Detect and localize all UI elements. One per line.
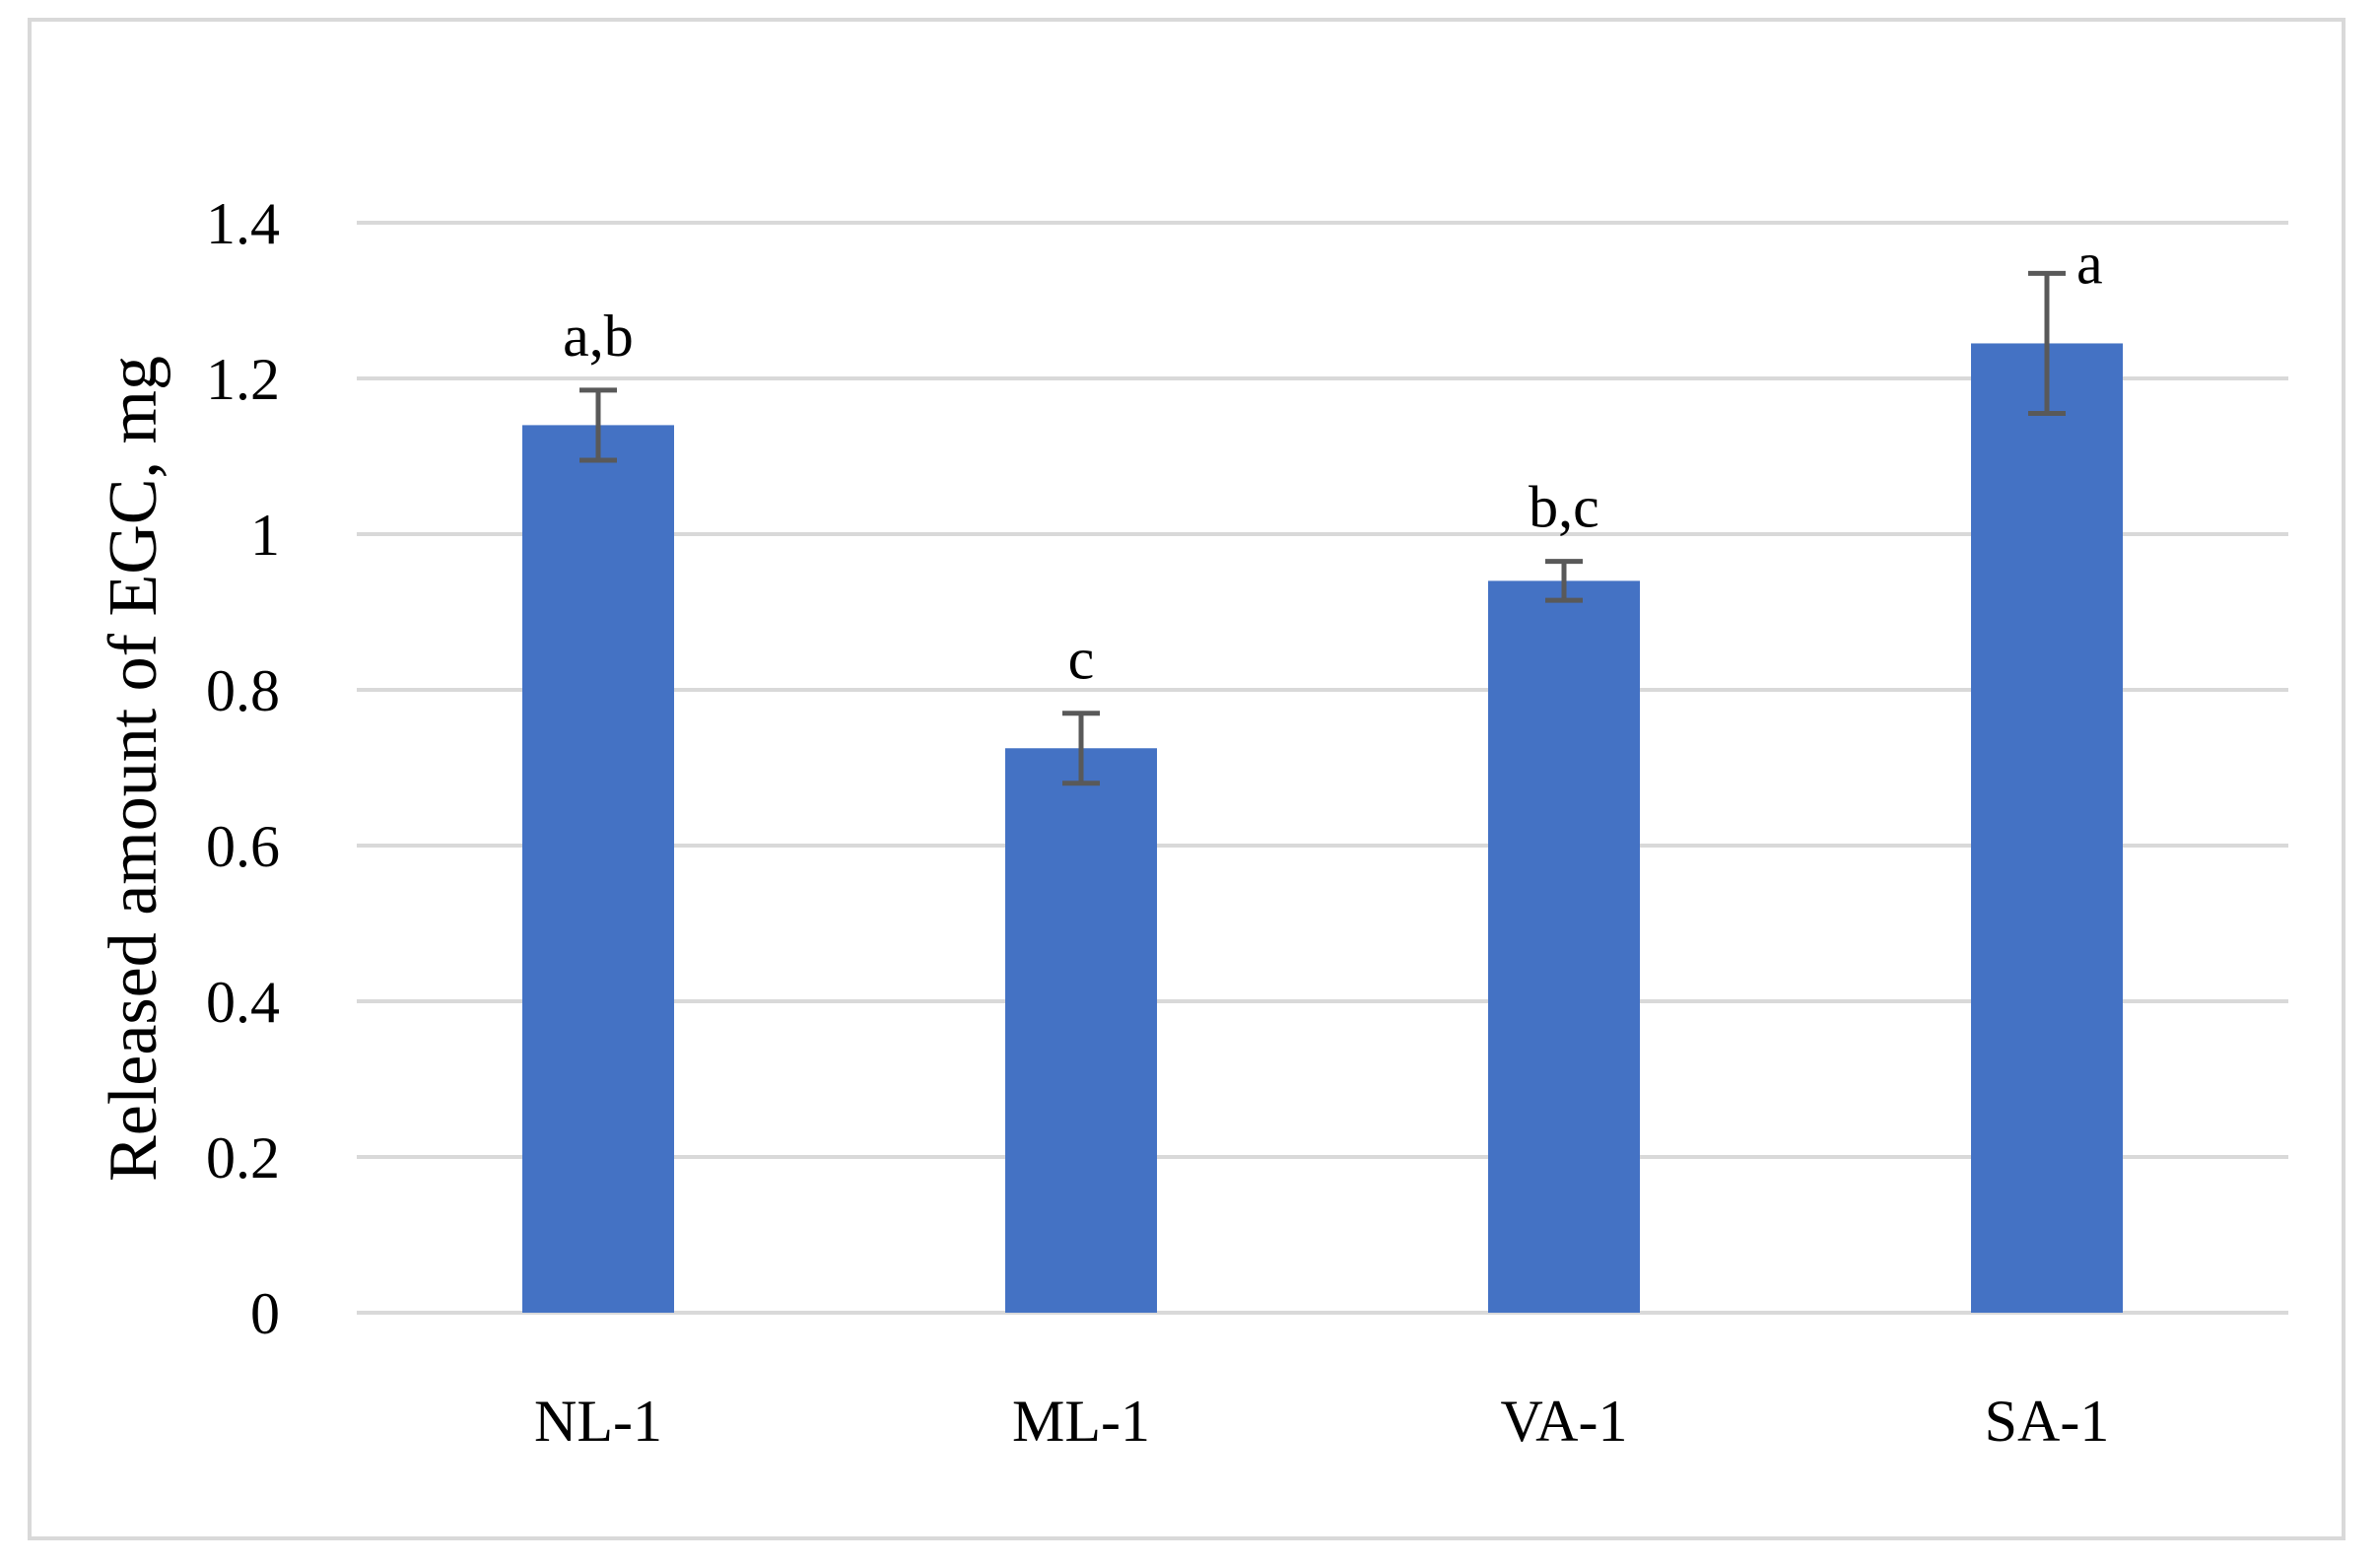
bars [522, 343, 2123, 1313]
y-tick-label: 1 [250, 503, 280, 568]
x-category-label: SA-1 [1985, 1389, 2110, 1454]
significance-label: c [1068, 627, 1095, 692]
y-tick-label: 0.8 [206, 658, 280, 723]
gridlines [357, 221, 2288, 1315]
y-tick-label: 0.2 [206, 1125, 280, 1190]
significance-label: a,b [563, 304, 634, 369]
bar [1971, 343, 2123, 1313]
chart-frame [28, 18, 2346, 1540]
y-tick-label: 1.2 [206, 347, 280, 412]
error-bars [579, 270, 2066, 786]
y-tick-label: 1.4 [206, 191, 280, 256]
x-category-label: VA-1 [1501, 1389, 1628, 1454]
x-category-label: NL-1 [534, 1389, 662, 1454]
bar [522, 425, 674, 1313]
bar [1488, 580, 1640, 1313]
y-tick-label: 0 [250, 1281, 280, 1346]
x-category-label: ML-1 [1012, 1389, 1150, 1454]
significance-label: a [2076, 231, 2103, 296]
y-axis-title: Released amount of EGC, mg [96, 356, 171, 1182]
y-tick-label: 0.6 [206, 814, 280, 879]
bar [1005, 748, 1157, 1313]
y-tick-label: 0.4 [206, 970, 280, 1035]
labels: 0 0.2 0.4 0.6 0.8 1 1.2 1.4 a,b NL-1 c ML-1 b,c VA-1 a… [206, 191, 2109, 1454]
significance-label: b,c [1529, 475, 1599, 540]
